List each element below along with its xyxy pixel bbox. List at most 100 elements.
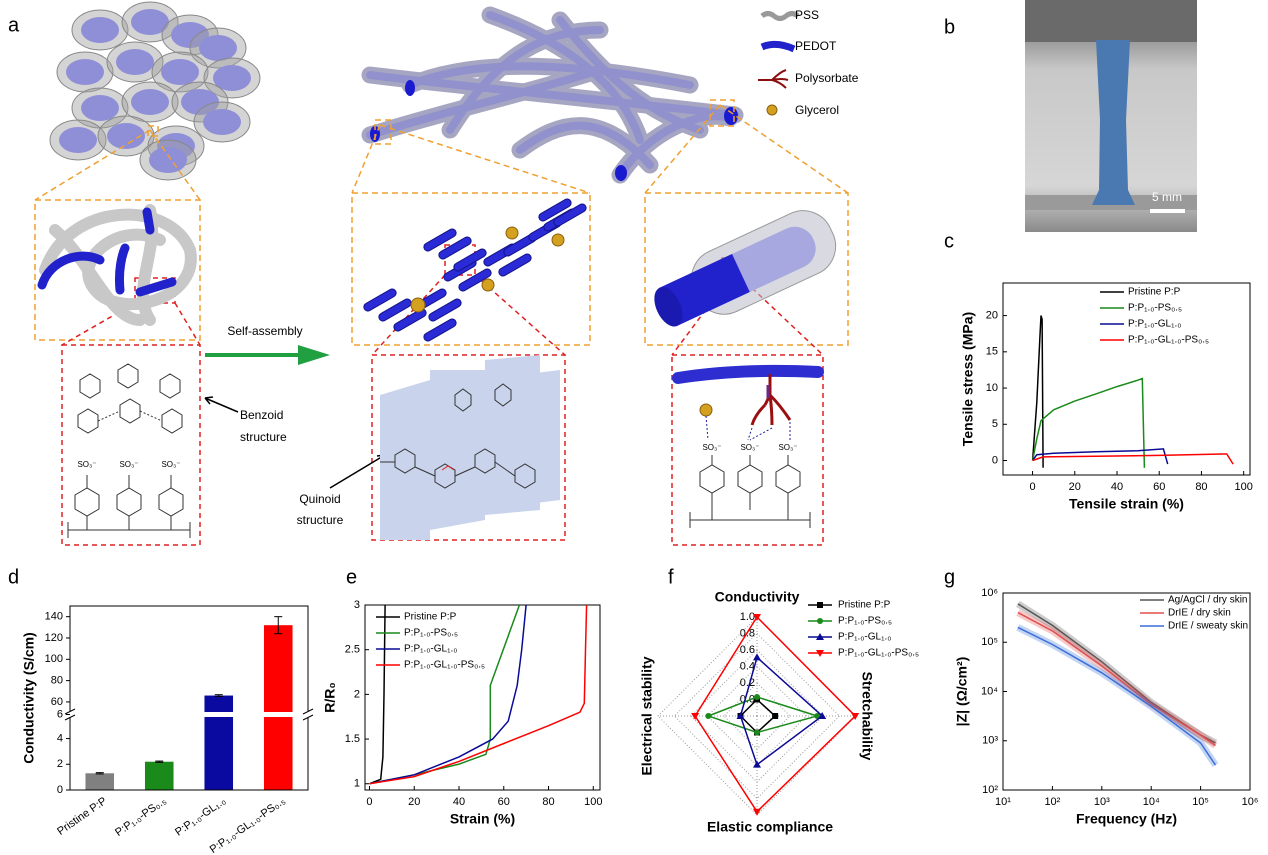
legend-label: Glycerol: [795, 103, 839, 117]
glycerol: [699, 403, 713, 417]
legend-label: Pristine P:P: [838, 600, 891, 611]
x-tick-label: 10³: [1094, 796, 1110, 808]
marker: [814, 713, 821, 719]
pedot-stacks: [363, 198, 587, 342]
x-tick-label: 0: [366, 796, 372, 808]
chem-label: SO₃⁻: [161, 460, 180, 469]
pedot-segment: [538, 198, 572, 222]
legend-marker: [817, 618, 823, 624]
x-tick-label: 100: [1234, 481, 1252, 493]
legend-label: Pristine P:P: [404, 612, 457, 623]
pedot-segment: [428, 298, 462, 322]
marker: [753, 653, 761, 661]
line: [1017, 626, 1217, 766]
marker: [754, 694, 760, 701]
pointer: [204, 396, 239, 413]
y-tick-label: 1.5: [345, 733, 360, 745]
y-tick-label: 120: [45, 632, 63, 644]
legend-marker: [816, 633, 824, 640]
plot-frame: [69, 605, 309, 791]
y-tick-label: 10³: [982, 735, 998, 747]
y-tick-label: 0: [992, 454, 998, 466]
chem-sketch: [380, 383, 536, 489]
photo: 5 mm: [1025, 0, 1197, 232]
legend-label: P:P₁.₀-GL₁.₀: [404, 644, 457, 655]
core: [199, 35, 237, 61]
pedot-icon: [760, 40, 796, 53]
core: [131, 9, 169, 35]
y-tick-label: 100: [45, 653, 63, 665]
line: [1017, 611, 1216, 747]
chem-label: SO₃⁻: [702, 443, 721, 452]
annotation: structure: [240, 430, 287, 444]
legend-label: P:P₁.₀-GL₁.₀-PS₀.₅: [1128, 335, 1209, 346]
bar: [85, 773, 115, 790]
chain-sketch: [37, 204, 197, 326]
line: [369, 605, 386, 785]
x-tick-label: 20: [408, 796, 420, 808]
y-axis-label: Tensile stress (MPa): [960, 312, 976, 446]
y-tick-label: 3: [354, 599, 360, 611]
legend-label: P:P₁.₀-GL₁.₀: [1128, 319, 1181, 330]
marker: [772, 713, 779, 719]
core: [171, 22, 209, 48]
marker: [736, 712, 745, 719]
cylinder: [654, 210, 837, 327]
bar: [263, 625, 293, 790]
fiber-network: [361, 6, 744, 184]
r-tick-label: 0.6: [740, 644, 755, 656]
marker: [705, 713, 712, 719]
x-tick-label: 80: [542, 796, 554, 808]
y-tick-label: 10⁶: [981, 587, 998, 599]
panel-label: b: [944, 16, 955, 38]
y-tick-label: 2: [354, 688, 360, 700]
chem-label: SO₃⁻: [778, 443, 797, 452]
annotation: Quinoid: [299, 492, 340, 506]
marker: [753, 614, 761, 621]
x-tick-label: 20: [1069, 481, 1081, 493]
legend-label: DrIE / dry skin: [1168, 608, 1231, 619]
y-tick-label: 10²: [982, 784, 998, 796]
line: [369, 605, 588, 785]
core: [181, 89, 219, 115]
glycerol-spheres: [410, 226, 565, 313]
arrow-head: [298, 345, 330, 365]
core: [213, 65, 251, 91]
x-axis-label: Tensile strain (%): [1069, 496, 1184, 512]
error-bar: [95, 772, 104, 775]
core: [131, 89, 169, 115]
y-tick-label: 20: [986, 310, 998, 322]
x-tick-label: 10²: [1044, 796, 1060, 808]
chem-label: SO₃⁻: [77, 460, 96, 469]
x-tick-label: 60: [1153, 481, 1165, 493]
x-tick-label: P:P₁.₀-PS₀.₅: [113, 795, 169, 839]
core: [203, 109, 241, 135]
core: [81, 17, 119, 43]
annotation: Benzoid: [240, 408, 283, 422]
bar: [144, 761, 174, 790]
panel-label: d: [8, 566, 19, 588]
core: [66, 59, 104, 85]
chem-sketch: [67, 363, 191, 538]
error-bar: [155, 760, 164, 763]
x-tick-label: 80: [1195, 481, 1207, 493]
legend-label: Pristine P:P: [1128, 287, 1181, 298]
line: [1031, 377, 1146, 468]
x-tick-label: 10¹: [995, 796, 1011, 808]
schematic: PSS PEDOT Polysorbate Glycerol: [34, 1, 859, 546]
annotation: structure: [297, 513, 344, 527]
legend-label: P:P₁.₀-GL₁.₀-PS₀.₅: [838, 648, 919, 659]
error-bar: [274, 616, 283, 635]
axis-break-gap: [64, 712, 314, 717]
bar: [204, 695, 234, 790]
y-tick-label: 0: [57, 784, 63, 796]
x-tick-label: 60: [498, 796, 510, 808]
y-tick-label: 2.5: [345, 644, 360, 656]
confidence-band: [1016, 624, 1219, 768]
x-axis-label: Frequency (Hz): [1076, 811, 1177, 827]
chem-sketch: [689, 415, 811, 528]
pedot-chain: [672, 364, 824, 384]
marker: [818, 712, 827, 719]
particle-cluster: [49, 1, 261, 181]
